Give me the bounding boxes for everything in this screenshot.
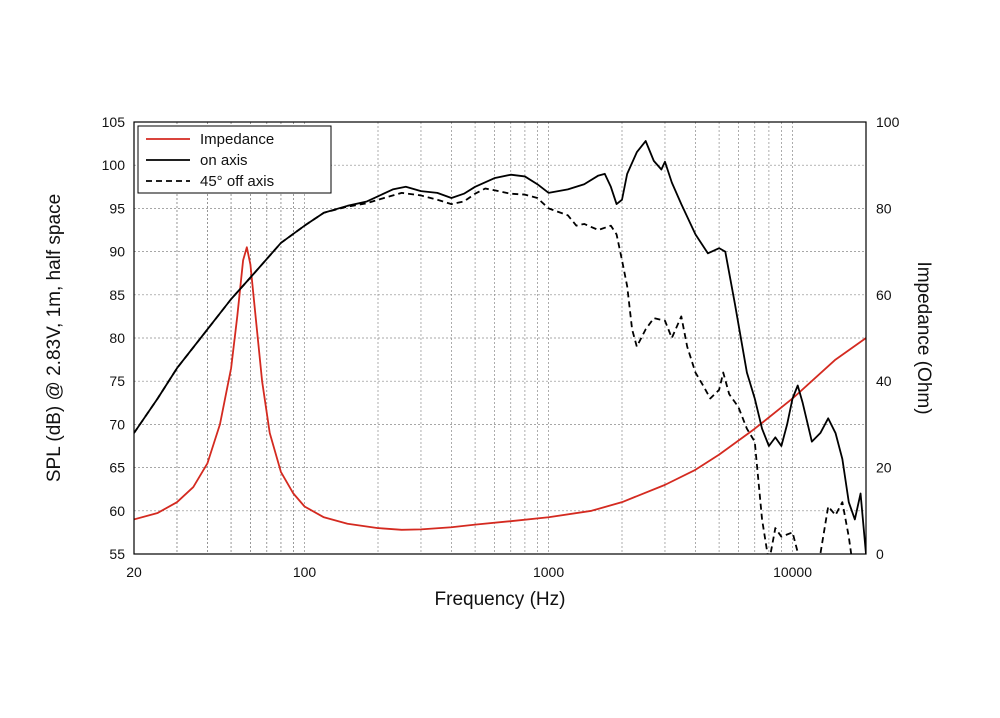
x-tick-label: 100 bbox=[293, 564, 317, 580]
y-tick-label: 70 bbox=[109, 416, 125, 432]
y2-axis-label: Impedance (Ohm) bbox=[913, 261, 934, 414]
y2-tick-label: 20 bbox=[876, 460, 892, 476]
legend: Impedance on axis 45° off axis bbox=[137, 125, 332, 194]
x-tick-label: 1000 bbox=[533, 564, 564, 580]
y-tick-label: 75 bbox=[109, 373, 125, 389]
grid-lines bbox=[134, 122, 866, 554]
y2-tick-label: 100 bbox=[876, 114, 900, 130]
x-tick-label: 10000 bbox=[773, 564, 812, 580]
x-axis-label: Frequency (Hz) bbox=[435, 589, 566, 610]
y-tick-label: 65 bbox=[109, 460, 125, 476]
series-line-on-axis bbox=[134, 140, 866, 554]
plot-frame bbox=[133, 121, 867, 555]
y2-tick-label: 80 bbox=[876, 200, 892, 216]
y-tick-label: 95 bbox=[109, 200, 125, 216]
y-tick-label: 105 bbox=[102, 114, 126, 130]
y-tick-label: 80 bbox=[109, 330, 125, 346]
x-axis-ticks: 20 100 1000 10000 bbox=[126, 564, 812, 580]
y2-tick-label: 40 bbox=[876, 373, 892, 389]
y-tick-label: 90 bbox=[109, 244, 125, 260]
legend-label-on-axis: on axis bbox=[200, 152, 248, 169]
y-tick-label: 85 bbox=[109, 287, 125, 303]
y-tick-label: 55 bbox=[109, 546, 125, 562]
y-tick-label: 60 bbox=[109, 503, 125, 519]
y-axis-label: SPL (dB) @ 2.83V, 1m, half space bbox=[44, 194, 65, 482]
y2-axis-ticks: 0 20 40 60 80 100 bbox=[876, 114, 900, 562]
y2-tick-label: 60 bbox=[876, 287, 892, 303]
legend-label-impedance: Impedance bbox=[200, 131, 274, 148]
y-tick-label: 100 bbox=[102, 157, 126, 173]
series-line-impedance bbox=[134, 246, 866, 531]
x-tick-label: 20 bbox=[126, 564, 142, 580]
legend-label-off-axis: 45° off axis bbox=[200, 173, 274, 190]
y-axis-ticks: 55 60 65 70 75 80 85 90 95 100 105 bbox=[102, 114, 126, 562]
series-layer bbox=[134, 140, 866, 554]
y2-tick-label: 0 bbox=[876, 546, 884, 562]
series-line-45-off-axis bbox=[134, 187, 853, 554]
